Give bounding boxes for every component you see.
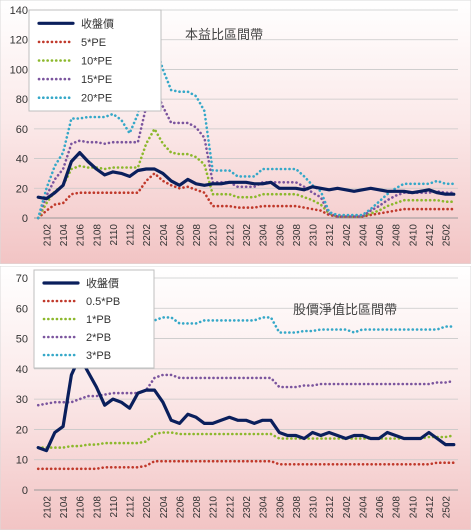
x-tick-label: 2208 xyxy=(192,224,203,247)
y-tick-label: 0 xyxy=(22,213,28,225)
x-tick-label: 2112 xyxy=(126,496,137,518)
series-line-3 xyxy=(36,86,456,220)
series-line-2 xyxy=(36,127,456,220)
x-tick-label: 2202 xyxy=(142,496,153,519)
x-tick-label: 2204 xyxy=(159,224,170,247)
x-tick-label: 2302 xyxy=(242,496,253,519)
x-tick-label: 2408 xyxy=(392,224,403,247)
x-tick-label: 2412 xyxy=(425,224,436,247)
legend-label: 收盤價 xyxy=(81,16,114,30)
x-tick-label: 2304 xyxy=(259,224,270,247)
y-tick-label: 140 xyxy=(10,5,28,17)
x-tick-label: 2308 xyxy=(292,224,303,247)
pb-band-chart: 0 10 20 30 40 50 60 70 2102 2104 2106 2108 2110 2112 2… xyxy=(0,266,471,530)
legend-label: 15*PE xyxy=(81,74,112,86)
x-tick-label: 2210 xyxy=(209,224,220,247)
x-tick-label: 2310 xyxy=(309,496,320,519)
legend-label: 2*PB xyxy=(86,332,111,344)
x-tick-label: 2212 xyxy=(225,496,236,519)
y-tick-label: 50 xyxy=(16,334,28,346)
x-tick-label: 2302 xyxy=(242,224,253,247)
x-tick-label: 2312 xyxy=(325,224,336,247)
x-tick-label: 2412 xyxy=(425,496,436,519)
x-tick-label: 2408 xyxy=(392,496,403,519)
legend: 收盤價 0.5*PB 1*PB 2*PB 3*PB xyxy=(33,269,155,369)
x-tick-label: 2306 xyxy=(275,224,286,247)
x-tick-label: 2204 xyxy=(159,496,170,519)
x-tick-label: 2110 xyxy=(109,224,120,246)
legend-label: 3*PB xyxy=(86,350,111,362)
series-line-3 xyxy=(36,373,456,407)
x-tick-label: 2404 xyxy=(358,224,369,247)
y-tick-label: 120 xyxy=(10,35,28,47)
x-tick-label: 2410 xyxy=(408,496,419,519)
legend-label: 5*PE xyxy=(81,37,106,49)
y-tick-label: 30 xyxy=(16,394,28,406)
legend-label: 20*PE xyxy=(81,93,112,105)
x-tick-label: 2410 xyxy=(408,224,419,247)
x-tick-label: 2102 xyxy=(42,496,53,519)
x-tick-label: 2404 xyxy=(358,496,369,519)
x-tick-label: 2502 xyxy=(442,496,453,519)
series-line-4 xyxy=(36,41,456,220)
x-tick-label: 2208 xyxy=(192,496,203,519)
x-tick-label: 2104 xyxy=(59,224,70,247)
x-tick-label: 2106 xyxy=(76,496,87,519)
x-tick-label: 2206 xyxy=(175,496,186,519)
y-tick-label: 10 xyxy=(16,455,28,467)
y-tick-label: 60 xyxy=(16,303,28,315)
legend-label: 10*PE xyxy=(81,56,112,68)
legend-label: 0.5*PB xyxy=(86,296,120,308)
y-tick-label: 20 xyxy=(16,424,28,436)
x-tick-label: 2308 xyxy=(292,496,303,519)
legend-label: 收盤價 xyxy=(86,276,119,290)
x-tick-label: 2304 xyxy=(259,496,270,519)
series-line-0 xyxy=(36,151,456,201)
x-tick-label: 2406 xyxy=(375,224,386,247)
x-tick-label: 2102 xyxy=(42,224,53,247)
x-tick-label: 2310 xyxy=(309,224,320,247)
x-tick-label: 2402 xyxy=(342,224,353,247)
pe-band-chart-panel: 0 20 40 60 80 100 120 140 2102 2104 2106 2108 2110 21… xyxy=(0,0,471,264)
x-tick-label: 2104 xyxy=(59,496,70,519)
series-line-2 xyxy=(36,431,456,449)
series-line-0 xyxy=(36,355,456,453)
chart-title: 股價淨值比區間帶 xyxy=(293,302,397,317)
y-tick-label: 40 xyxy=(16,364,28,376)
x-tick-label: 2106 xyxy=(76,224,87,247)
x-tick-label: 2402 xyxy=(342,496,353,519)
chart-title: 本益比區間帶 xyxy=(185,27,263,42)
legend: 收盤價 5*PE 10*PE 15*PE 20*PE xyxy=(28,9,162,112)
pb-band-chart-panel: 0 10 20 30 40 50 60 70 2102 2104 2106 2108 2110 2112 2… xyxy=(0,266,471,530)
x-tick-label: 2202 xyxy=(142,224,153,247)
y-tick-label: 70 xyxy=(16,273,28,285)
x-tick-label: 2306 xyxy=(275,496,286,519)
y-tick-label: 40 xyxy=(16,154,28,166)
x-tick-label: 2108 xyxy=(92,224,103,247)
x-tick-label: 2502 xyxy=(442,224,453,247)
y-tick-label: 0 xyxy=(22,485,28,497)
x-tick-label: 2210 xyxy=(209,496,220,519)
x-tick-label: 2206 xyxy=(175,224,186,247)
y-tick-label: 100 xyxy=(10,64,28,76)
series-line-1 xyxy=(36,459,456,471)
x-tick-label: 2110 xyxy=(109,496,120,518)
y-tick-label: 60 xyxy=(16,124,28,136)
y-tick-label: 80 xyxy=(16,94,28,106)
x-tick-label: 2108 xyxy=(92,496,103,519)
x-tick-label: 2406 xyxy=(375,496,386,519)
series-line-1 xyxy=(36,172,456,220)
y-tick-label: 20 xyxy=(16,183,28,195)
x-tick-label: 2212 xyxy=(225,224,236,247)
legend-label: 1*PB xyxy=(86,314,111,326)
x-tick-label: 2112 xyxy=(126,224,137,246)
x-tick-label: 2312 xyxy=(325,496,336,519)
pe-band-chart: 0 20 40 60 80 100 120 140 2102 2104 2106 2108 2110 21… xyxy=(0,0,471,264)
